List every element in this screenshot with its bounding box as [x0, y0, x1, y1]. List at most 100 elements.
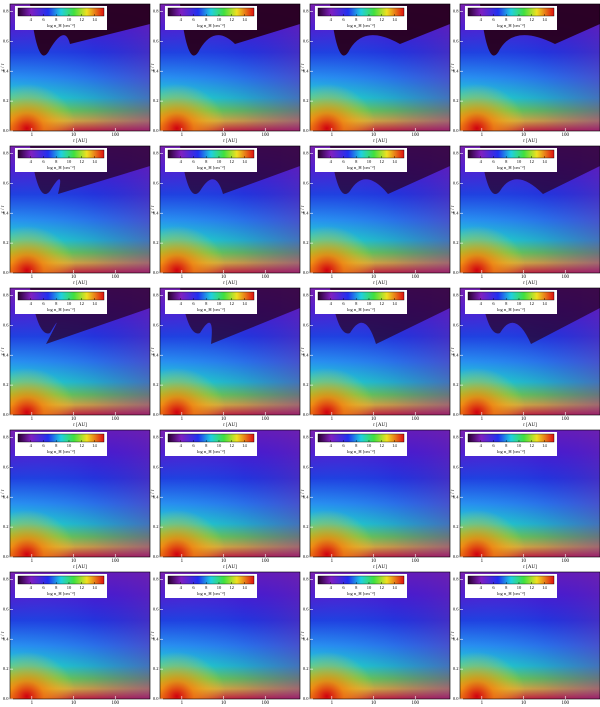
- colorbar-tick-label: 12: [79, 159, 84, 164]
- y-tick-label: 0.2: [3, 666, 9, 671]
- y-tick-label: 0.4: [453, 210, 459, 215]
- colorbar-label: log n_H [cm⁻³]: [347, 591, 375, 596]
- x-tick-label: 10: [521, 133, 527, 138]
- x-tick-label: 10: [221, 133, 227, 138]
- y-tick-label: 0.4: [303, 352, 309, 357]
- colorbar-tick-label: 12: [229, 159, 234, 164]
- y-tick-label: 0.8: [303, 151, 309, 156]
- colorbar-tick-label: 4: [330, 443, 333, 448]
- y-tick-label: 0.4: [3, 210, 9, 215]
- frame: [459, 3, 600, 132]
- colorbar-tick-label: 8: [355, 443, 358, 448]
- frame: [9, 429, 151, 558]
- frame: [9, 3, 151, 132]
- y-axis-label: z / r: [451, 631, 456, 639]
- colorbar: [317, 291, 405, 301]
- y-tick-label: 0.2: [303, 382, 309, 387]
- colorbar-tick-label: 8: [505, 159, 508, 164]
- x-tick-label: 100: [562, 417, 570, 422]
- colorbar-tick-label: 8: [355, 17, 358, 22]
- y-tick-label: 0.2: [453, 382, 459, 387]
- colorbar-tick-label: 12: [529, 443, 534, 448]
- y-tick-label: 0.6: [3, 606, 9, 611]
- x-tick-label: 10: [221, 701, 227, 706]
- colorbar-tick-label: 8: [55, 159, 58, 164]
- colorbar-tick-label: 8: [505, 443, 508, 448]
- colorbar-tick-label: 8: [205, 17, 208, 22]
- colorbar-tick-label: 6: [42, 159, 45, 164]
- frame: [9, 571, 151, 700]
- x-tick-label: 10: [371, 417, 377, 422]
- x-axis-label: r [AU]: [73, 139, 87, 144]
- x-tick-label: 10: [71, 275, 77, 280]
- colorbar-tick-label: 4: [480, 159, 483, 164]
- colorbar: [467, 7, 555, 17]
- frame: [9, 145, 151, 274]
- y-axis-label: z / r: [451, 489, 456, 497]
- colorbar-tick-label: 10: [367, 443, 372, 448]
- colorbar-tick-label: 12: [79, 443, 84, 448]
- colorbar: [167, 7, 255, 17]
- colorbar-tick-label: 8: [55, 585, 58, 590]
- colorbar: [167, 433, 255, 443]
- y-tick-label: 0.6: [453, 606, 459, 611]
- y-tick-label: 0.6: [303, 180, 309, 185]
- x-tick-label: 10: [71, 133, 77, 138]
- colorbar-tick-label: 14: [542, 443, 547, 448]
- y-tick-label: 0.2: [303, 524, 309, 529]
- y-tick-label: 0.2: [3, 98, 9, 103]
- x-tick-label: 10: [371, 701, 377, 706]
- y-tick-label: 0.0: [303, 128, 309, 133]
- colorbar-tick-label: 14: [542, 301, 547, 306]
- colorbar-tick-label: 12: [529, 159, 534, 164]
- colorbar-tick-label: 14: [92, 17, 97, 22]
- colorbar-tick-label: 12: [379, 301, 384, 306]
- colorbar-tick-label: 10: [217, 585, 222, 590]
- y-tick-label: 0.8: [453, 151, 459, 156]
- colorbar-tick-label: 8: [355, 159, 358, 164]
- y-tick-label: 0.6: [453, 38, 459, 43]
- y-tick-label: 0.8: [303, 435, 309, 440]
- y-tick-label: 0.2: [153, 666, 159, 671]
- colorbar-label: log n_H [cm⁻³]: [497, 165, 525, 170]
- colorbar-tick-label: 8: [205, 301, 208, 306]
- y-axis-label: z / r: [151, 347, 156, 355]
- colorbar-tick-label: 4: [30, 301, 33, 306]
- y-tick-label: 0.2: [3, 240, 9, 245]
- colorbar-tick-label: 4: [180, 301, 183, 306]
- frame: [459, 571, 600, 700]
- colorbar-tick-label: 14: [542, 159, 547, 164]
- colorbar-tick-label: 6: [192, 585, 195, 590]
- colorbar: [467, 575, 555, 585]
- x-tick-label: 10: [71, 701, 77, 706]
- x-tick-label: 100: [412, 559, 420, 564]
- colorbar-tick-label: 4: [30, 585, 33, 590]
- colorbar-tick-label: 4: [30, 159, 33, 164]
- x-tick-label: 1: [331, 417, 334, 422]
- frame: [309, 3, 451, 132]
- colorbar: [167, 575, 255, 585]
- y-tick-label: 0.6: [153, 322, 159, 327]
- y-tick-label: 0.4: [303, 494, 309, 499]
- colorbar: [467, 291, 555, 301]
- y-axis-label: z / r: [301, 205, 306, 213]
- x-tick-label: 1: [31, 417, 34, 422]
- frame: [459, 429, 600, 558]
- colorbar: [317, 575, 405, 585]
- x-axis-label: r [AU]: [373, 139, 387, 144]
- y-tick-label: 0.0: [3, 412, 9, 417]
- colorbar-tick-label: 6: [192, 17, 195, 22]
- colorbar-tick-label: 4: [180, 17, 183, 22]
- y-tick-label: 0.6: [153, 606, 159, 611]
- x-axis-label: r [AU]: [523, 139, 537, 144]
- frame: [309, 571, 451, 700]
- y-tick-label: 0.8: [453, 435, 459, 440]
- y-tick-label: 0.8: [303, 9, 309, 14]
- colorbar-tick-label: 14: [392, 585, 397, 590]
- x-tick-label: 100: [412, 133, 420, 138]
- colorbar-label: log n_H [cm⁻³]: [347, 307, 375, 312]
- colorbar-tick-label: 14: [392, 301, 397, 306]
- x-axis-label: r [AU]: [223, 423, 237, 428]
